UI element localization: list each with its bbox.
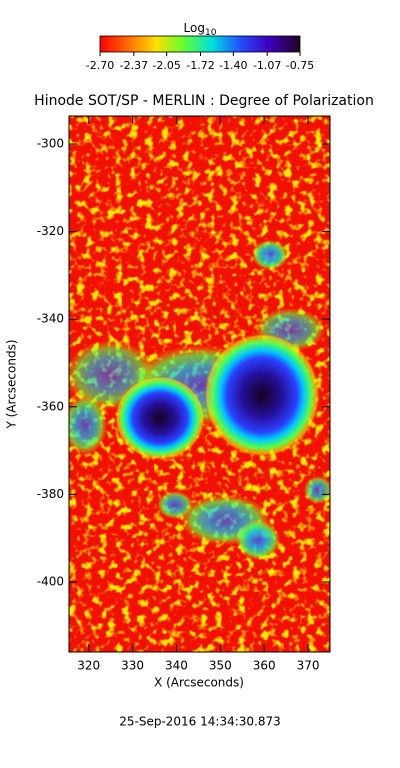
colorbar-label-sub: 10 bbox=[205, 28, 217, 38]
x-tick-label: 330 bbox=[121, 659, 144, 673]
y-tick-label: -340 bbox=[37, 312, 64, 326]
y-tick-label: -300 bbox=[37, 137, 64, 151]
colorbar-tick-label: -1.72 bbox=[186, 59, 214, 72]
x-tick-label: 360 bbox=[253, 659, 276, 673]
x-tick-label: 320 bbox=[77, 659, 100, 673]
timestamp: 25-Sep-2016 14:34:30.873 bbox=[119, 715, 281, 729]
colorbar-tick-label: -1.07 bbox=[253, 59, 281, 72]
x-tick-label: 340 bbox=[165, 659, 188, 673]
colorbar-tick-label: -2.37 bbox=[120, 59, 148, 72]
y-tick-label: -400 bbox=[37, 574, 64, 588]
y-tick-label: -360 bbox=[37, 399, 64, 413]
colorbar-label-main: Log bbox=[184, 21, 205, 35]
colorbar bbox=[99, 35, 301, 53]
colorbar-label: Log10 bbox=[184, 21, 217, 38]
y-tick-label: -320 bbox=[37, 224, 64, 238]
colorbar-tick-label: -1.40 bbox=[219, 59, 247, 72]
x-tick-label: 370 bbox=[297, 659, 320, 673]
x-tick-label: 350 bbox=[209, 659, 232, 673]
y-tick-label: -380 bbox=[37, 487, 64, 501]
colorbar-tick-label: -2.70 bbox=[86, 59, 114, 72]
plot-frame bbox=[68, 115, 331, 653]
polarization-image bbox=[69, 116, 330, 652]
colorbar-tick-label: -0.75 bbox=[286, 59, 314, 72]
y-axis-label: Y (Arcseconds) bbox=[5, 339, 19, 429]
x-axis-label: X (Arcseconds) bbox=[154, 676, 244, 690]
colorbar-tick-label: -2.05 bbox=[152, 59, 180, 72]
chart-title: Hinode SOT/SP - MERLIN : Degree of Polar… bbox=[34, 93, 374, 109]
